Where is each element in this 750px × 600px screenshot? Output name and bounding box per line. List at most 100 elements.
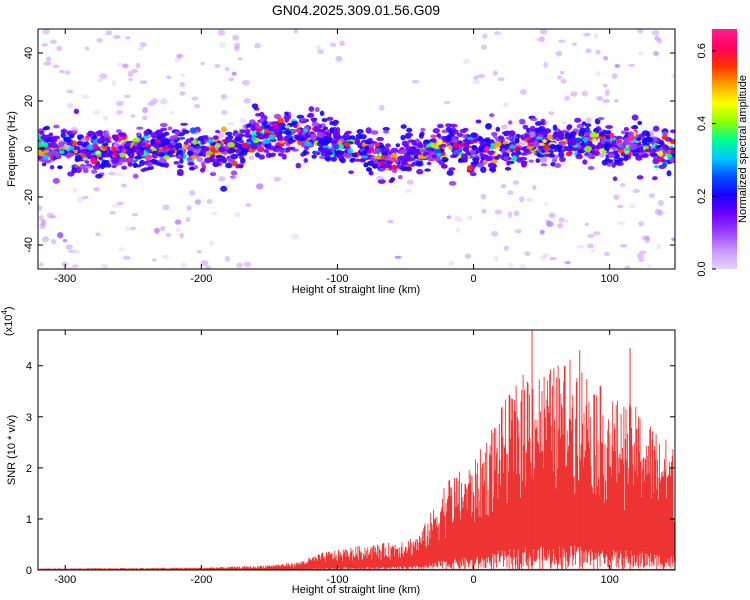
spectral-point — [38, 155, 42, 160]
spectral-point — [179, 91, 186, 96]
spectral-point — [638, 258, 645, 263]
spectral-point — [466, 165, 473, 172]
spectral-point — [191, 143, 199, 147]
spectral-point — [219, 142, 224, 148]
spectral-point — [127, 70, 134, 78]
spectral-point — [614, 63, 620, 68]
spectral-point — [113, 34, 121, 40]
spectral-point — [549, 144, 557, 150]
spectral-point — [383, 130, 390, 134]
spectral-point — [119, 132, 127, 138]
x-tick-label: 0 — [470, 574, 476, 586]
colorbar-ticks: 0.0 0.2 0.4 0.6 — [696, 43, 716, 277]
spectral-point — [212, 135, 219, 140]
spectral-point — [480, 193, 487, 200]
spectral-point — [64, 70, 71, 75]
spectral-point — [221, 110, 228, 115]
spectral-point — [657, 38, 663, 44]
spectral-point — [198, 152, 204, 157]
spectral-point — [552, 124, 558, 131]
spectral-point — [230, 176, 237, 180]
spectral-point — [619, 243, 628, 248]
y-tick-label: 1 — [26, 514, 32, 526]
y-tick-label: 40 — [23, 47, 35, 59]
spectral-point — [284, 130, 291, 136]
spectral-point — [590, 131, 598, 138]
spectral-point — [51, 238, 57, 245]
spectral-point — [472, 79, 481, 85]
spectral-point — [167, 150, 172, 155]
spectral-point — [446, 215, 452, 220]
spectral-point — [332, 119, 339, 125]
spectral-point — [105, 30, 113, 36]
snr-panel: -300 -200 -100 0 100 0 1 2 3 4 Height of straigh… — [0, 306, 676, 596]
x-tick-label: -100 — [326, 273, 348, 285]
spectral-point — [473, 75, 479, 81]
spectral-point — [174, 57, 181, 63]
spectral-point — [95, 150, 101, 155]
spectral-point — [176, 171, 184, 177]
spectral-point — [277, 137, 284, 141]
spectrogram-image — [38, 29, 675, 269]
spectral-point — [398, 175, 403, 180]
spectral-point — [303, 158, 309, 163]
spectral-point — [344, 152, 353, 159]
spectral-point — [174, 130, 181, 135]
spectral-point — [44, 159, 52, 164]
spectral-point — [309, 134, 318, 141]
spectral-point — [196, 156, 204, 163]
spectral-point — [477, 74, 486, 79]
spectral-point — [82, 157, 88, 161]
spectral-point — [548, 111, 555, 116]
spectral-point — [519, 89, 527, 95]
spectral-point — [587, 153, 595, 159]
spectral-point — [487, 150, 495, 155]
spectral-point — [263, 139, 271, 144]
spectral-point — [462, 58, 471, 64]
spectral-point — [576, 123, 585, 129]
spectral-point — [602, 138, 611, 143]
spectral-point — [143, 130, 149, 137]
spectral-point — [627, 134, 635, 141]
colorbar-tick-label: 0.0 — [696, 261, 708, 276]
spectral-point — [504, 166, 512, 171]
spectral-point — [227, 141, 235, 148]
spectral-point — [160, 139, 167, 145]
spectral-point — [73, 108, 79, 115]
spectral-point — [294, 136, 300, 140]
spectral-point — [132, 212, 138, 217]
spectral-point — [177, 164, 184, 169]
spectral-point — [373, 160, 379, 165]
spectral-point — [604, 251, 610, 257]
spectral-point — [41, 162, 47, 167]
colorbar-gradient — [712, 29, 737, 269]
spectral-point — [661, 134, 668, 140]
spectral-point — [241, 124, 247, 131]
spectral-point — [372, 163, 378, 169]
spectral-point — [648, 193, 655, 199]
spectral-point — [504, 143, 510, 148]
spectral-point — [225, 136, 230, 141]
spectrogram-frame — [37, 28, 676, 270]
spectral-point — [71, 167, 77, 174]
spectral-point — [494, 209, 503, 215]
spectral-point — [66, 130, 72, 135]
spectral-point — [521, 161, 527, 168]
spectral-point — [443, 100, 451, 105]
spectral-point — [172, 134, 179, 140]
spectral-point — [430, 134, 437, 139]
spectral-point — [572, 42, 577, 47]
spectral-point — [457, 132, 464, 138]
spectral-point — [180, 262, 188, 268]
spectral-point — [463, 146, 470, 153]
spectral-point — [130, 114, 136, 118]
spectral-point — [151, 258, 157, 262]
spectral-point — [646, 132, 651, 138]
spectral-point — [400, 134, 406, 141]
spectral-point — [258, 154, 266, 160]
spectral-point — [176, 149, 184, 155]
y-tick-label: 4 — [26, 361, 32, 373]
spectral-point — [160, 98, 168, 105]
spectral-point — [231, 71, 237, 76]
spectral-point — [411, 139, 417, 146]
